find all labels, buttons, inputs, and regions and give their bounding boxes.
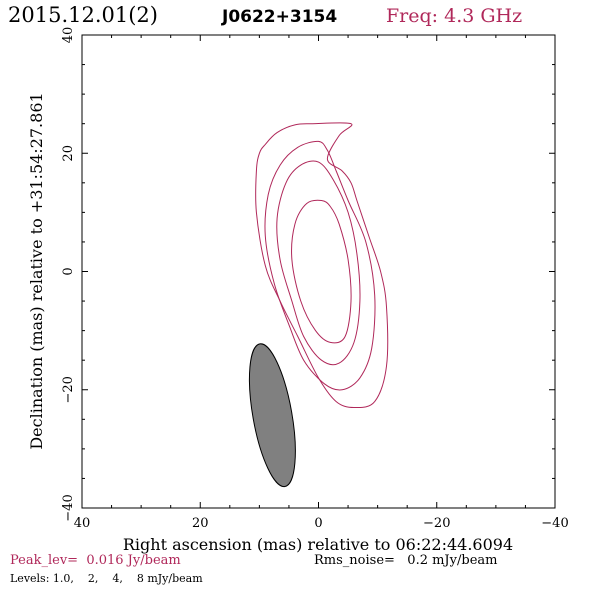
rms-noise: Rms_noise= 0.2 mJy/beam (314, 553, 498, 568)
contour-level-4 (291, 199, 352, 344)
peak-level: Peak_lev= 0.016 Jy/beam (10, 553, 181, 568)
observation-date: 2015.12.01(2) (8, 3, 158, 27)
y-axis-label: Declination (mas) relative to +31:54:27.… (27, 92, 46, 449)
x-tick-label: 0 (314, 516, 322, 531)
y-tick-label: −40 (61, 494, 76, 521)
source-name: J0622+3154 (221, 7, 337, 27)
y-tick-label: 40 (61, 27, 76, 44)
plot-frame (81, 34, 556, 509)
x-tick-label: −20 (423, 516, 450, 531)
y-tick-label: −20 (61, 376, 76, 403)
x-axis-label: Right ascension (mas) relative to 06:22:… (123, 535, 513, 554)
frequency-label: Freq: 4.3 GHz (386, 5, 522, 27)
contour-lines (255, 122, 389, 409)
x-tick-label: −40 (541, 516, 568, 531)
y-tick-label: 0 (61, 267, 76, 275)
y-tick-label: 20 (61, 145, 76, 162)
contour-level-1 (255, 122, 389, 409)
contour-level-2 (264, 140, 376, 391)
x-tick-label: 40 (74, 516, 91, 531)
contour-levels: Levels: 1.0, 2, 4, 8 mJy/beam (10, 572, 203, 585)
x-tick-label: 20 (192, 516, 209, 531)
beam-ellipse (248, 343, 296, 488)
contour-level-3 (276, 160, 361, 366)
axis-ticks: 40 20 0 −20 −40 −40 −20 0 20 40 (61, 27, 569, 531)
